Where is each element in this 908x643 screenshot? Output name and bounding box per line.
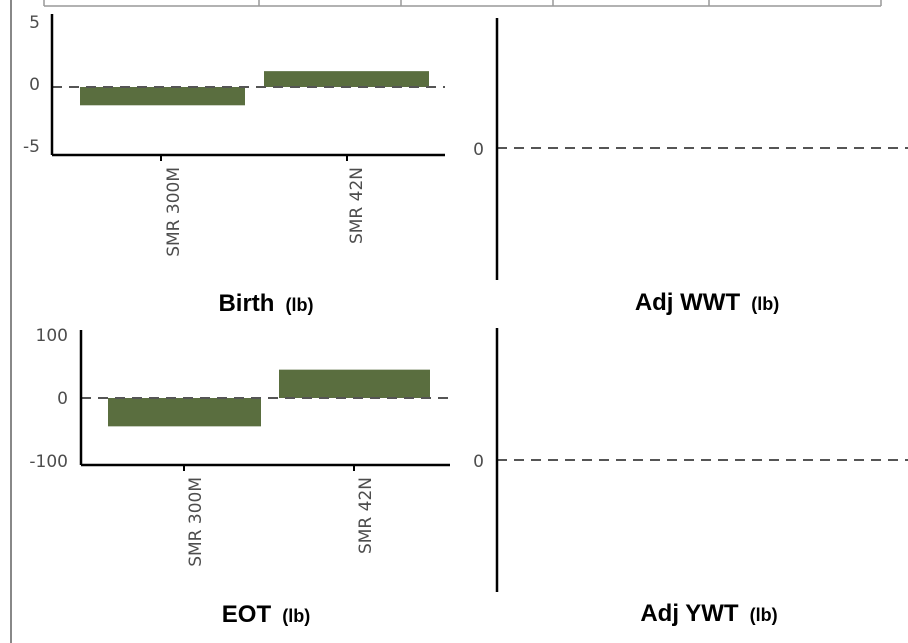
y-tick-label: -5	[23, 137, 40, 157]
x-tick-label: SMR 42N	[356, 477, 376, 554]
top-table-strip	[43, 0, 882, 7]
y-tick-label: 0	[473, 140, 484, 160]
eot-chart: 100 0 -100 SMR 300M SMR 42N EOT (lb)	[29, 326, 450, 628]
panel-title-text: Adj WWT	[635, 289, 741, 316]
panel-title-unit: (lb)	[750, 605, 778, 625]
x-tick-label: SMR 42N	[347, 167, 367, 244]
y-tick-label: 5	[29, 13, 40, 33]
panel-title-unit: (lb)	[751, 294, 779, 314]
panel-title-unit: (lb)	[282, 606, 310, 626]
panel-title-text: EOT	[222, 601, 272, 628]
bar	[108, 398, 261, 427]
panel-title: Birth (lb)	[218, 290, 313, 317]
bar	[279, 369, 430, 398]
bar	[264, 71, 429, 87]
panel-title: EOT (lb)	[222, 601, 310, 628]
panel-title-unit: (lb)	[286, 295, 314, 315]
bar	[80, 87, 245, 106]
panel-title: Adj YWT (lb)	[640, 600, 777, 627]
y-tick-label: -100	[29, 452, 68, 472]
y-tick-label: 0	[29, 75, 40, 95]
birth-chart: 5 0 -5 SMR 300M SMR 42N Birth (lb)	[23, 13, 445, 317]
y-tick-label: 0	[473, 452, 484, 472]
adj-wwt-chart: 0 Adj WWT (lb)	[473, 18, 908, 316]
y-tick-label: 0	[57, 389, 68, 409]
panel-title-text: Birth	[218, 290, 274, 317]
panel-title: Adj WWT (lb)	[635, 289, 779, 316]
y-tick-label: 100	[36, 326, 68, 346]
panel-title-text: Adj YWT	[640, 600, 739, 627]
x-tick-label: SMR 300M	[164, 167, 184, 257]
x-tick-label: SMR 300M	[186, 477, 206, 567]
adj-ywt-chart: 0 Adj YWT (lb)	[473, 328, 908, 627]
